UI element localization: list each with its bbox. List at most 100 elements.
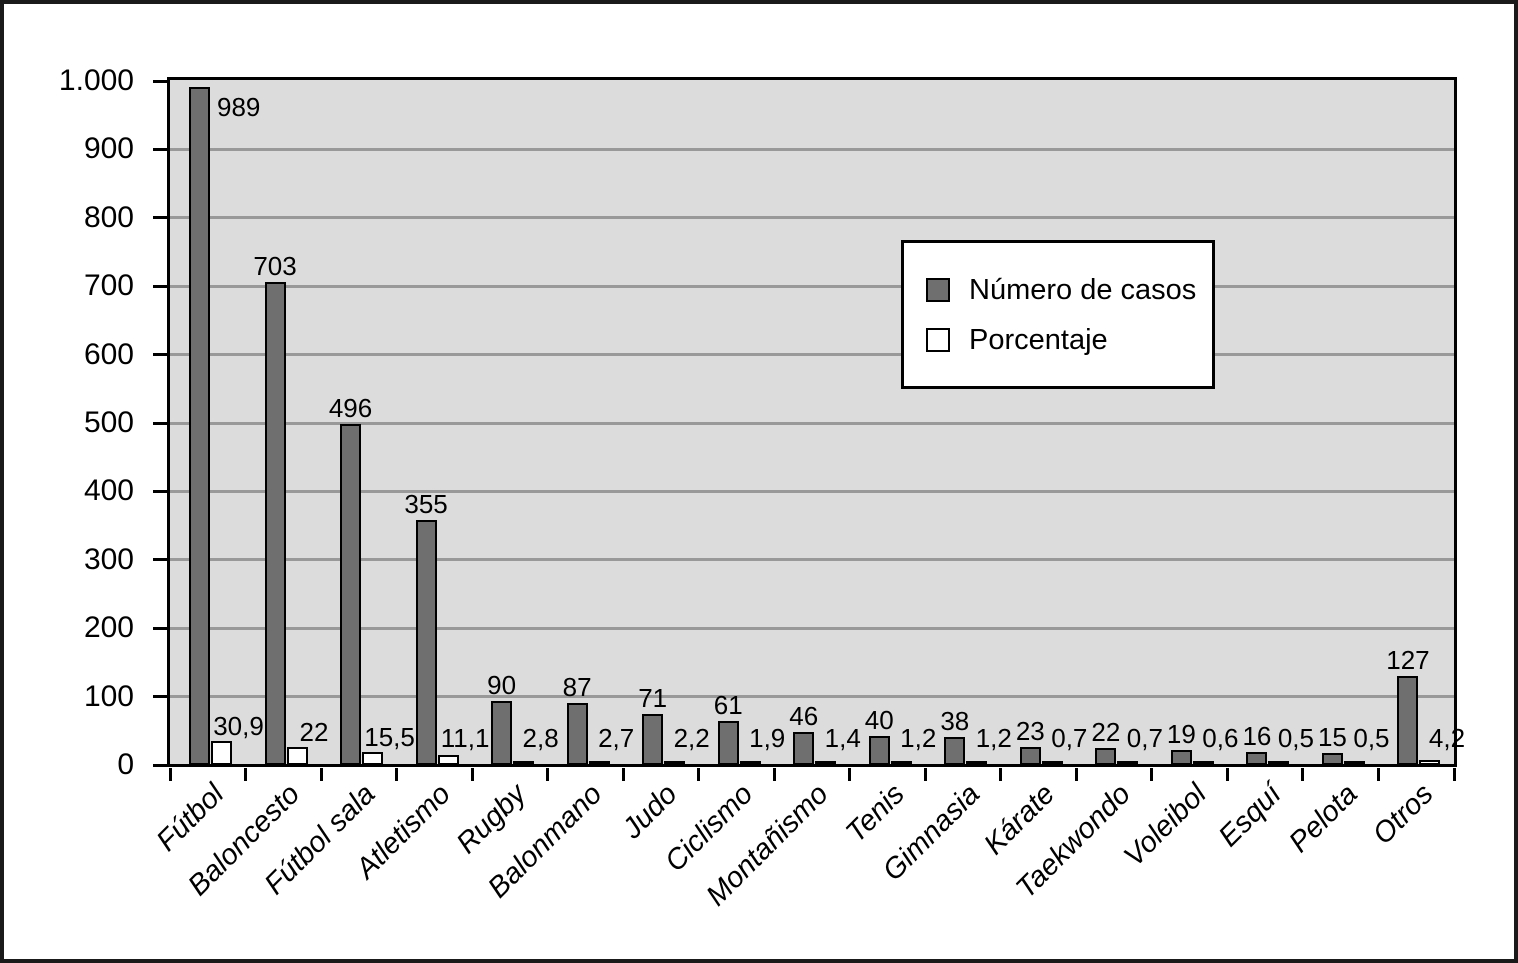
bar-porcentaje	[1192, 761, 1214, 765]
bar-value-label: 23	[1015, 716, 1045, 747]
bar-porcentaje	[966, 761, 988, 765]
legend: Número de casos Porcentaje	[901, 240, 1215, 389]
bar-numero-de-casos	[491, 701, 513, 765]
gridline	[170, 421, 1454, 425]
gridline	[170, 489, 1454, 493]
y-tick	[153, 558, 167, 562]
bar-porcentaje	[739, 761, 761, 765]
bar-porcentaje	[362, 751, 384, 765]
y-tick-label: 600	[83, 337, 134, 371]
legend-row-porcentaje: Porcentaje	[926, 323, 1212, 357]
x-tick	[923, 768, 927, 781]
bar-numero-de-casos	[868, 735, 890, 765]
pct-value-label: 30,9	[213, 711, 264, 742]
bar-value-label: 989	[217, 91, 261, 122]
x-category-label: Otros	[1366, 778, 1440, 851]
bar-porcentaje	[890, 761, 912, 765]
gridline	[170, 284, 1454, 288]
bar-porcentaje	[1419, 759, 1441, 765]
bar-numero-de-casos	[944, 737, 966, 765]
pct-value-label: 4,2	[1428, 723, 1466, 753]
bar-value-label: 355	[404, 489, 448, 520]
bar-value-label: 40	[864, 704, 894, 735]
pct-value-label: 0,7	[1126, 723, 1163, 753]
y-tick-label: 400	[83, 474, 134, 508]
y-tick-label: 800	[83, 200, 134, 234]
y-tick-label: 700	[83, 269, 134, 303]
bar-value-label: 71	[638, 683, 668, 714]
y-tick	[153, 489, 167, 493]
bar-numero-de-casos	[1397, 676, 1419, 765]
bar-porcentaje	[1268, 761, 1290, 765]
pct-value-label: 1,9	[749, 723, 786, 753]
gridline	[170, 147, 1454, 151]
bar-numero-de-casos	[264, 282, 286, 765]
x-tick	[395, 768, 399, 781]
pct-value-label: 2,8	[522, 723, 559, 753]
pct-value-label: 0,6	[1202, 723, 1239, 753]
bar-numero-de-casos	[642, 714, 664, 765]
bar-porcentaje	[664, 760, 686, 765]
gridline	[170, 216, 1454, 220]
y-tick-label: 1.000	[58, 64, 134, 97]
bar-value-label: 61	[713, 690, 743, 721]
y-tick-label: 900	[83, 132, 134, 166]
bar-porcentaje	[437, 754, 459, 765]
bar-porcentaje	[1117, 761, 1139, 765]
pct-value-label: 2,7	[598, 723, 635, 753]
pct-value-label: 15,5	[364, 721, 415, 752]
pct-value-label: 0,5	[1353, 723, 1390, 753]
x-category-label: Esquí	[1212, 778, 1289, 854]
bar-numero-de-casos	[1019, 747, 1041, 765]
bar-numero-de-casos	[717, 721, 739, 765]
bar-porcentaje	[513, 760, 535, 765]
pct-value-label: 11,1	[440, 723, 490, 753]
pct-value-label: 1,2	[975, 723, 1012, 753]
gridline	[170, 695, 1454, 699]
pct-value-label: 0,7	[1051, 723, 1088, 753]
bar-numero-de-casos	[189, 86, 210, 765]
bar-numero-de-casos	[566, 703, 588, 765]
y-tick-label: 100	[83, 679, 134, 713]
x-tick	[168, 768, 172, 781]
y-tick	[153, 763, 167, 767]
y-tick-label: 500	[83, 406, 134, 439]
bar-porcentaje	[588, 760, 610, 765]
x-tick	[848, 768, 852, 781]
bar-value-label: 15	[1317, 721, 1347, 752]
bar-value-label: 22	[1091, 716, 1121, 747]
bar-numero-de-casos	[1095, 747, 1117, 765]
y-tick-label: 300	[83, 542, 134, 576]
bar-porcentaje	[1343, 761, 1365, 765]
y-tick	[153, 695, 167, 699]
x-tick	[319, 768, 323, 781]
legend-row-numero-de-casos: Número de casos	[926, 273, 1212, 307]
gridline	[170, 558, 1454, 562]
bar-value-label: 38	[940, 706, 970, 736]
pct-value-label: 2,2	[673, 723, 710, 753]
x-tick	[999, 768, 1003, 781]
x-tick	[470, 768, 474, 781]
bar-value-label: 90	[487, 670, 517, 701]
x-category-label: Pelota	[1282, 778, 1364, 859]
x-tick	[1150, 768, 1154, 781]
pct-value-label: 1,2	[900, 723, 937, 753]
bar-value-label: 496	[328, 392, 373, 423]
x-category-label: Voleibol	[1117, 778, 1213, 873]
x-tick	[1376, 768, 1380, 781]
y-tick	[153, 79, 167, 83]
x-tick	[244, 768, 248, 781]
legend-swatch-numero-de-casos-icon	[926, 277, 950, 302]
x-tick	[1225, 768, 1229, 781]
bar-numero-de-casos	[340, 423, 362, 765]
bar-porcentaje	[815, 761, 837, 765]
x-tick	[1074, 768, 1078, 781]
x-category-label: Judo	[616, 778, 684, 846]
bar-value-label: 19	[1166, 719, 1196, 749]
bar-porcentaje	[286, 747, 308, 765]
bar-porcentaje	[211, 741, 232, 765]
y-tick	[153, 284, 167, 288]
gridline	[170, 353, 1454, 357]
x-tick	[621, 768, 625, 781]
y-tick	[153, 216, 167, 220]
